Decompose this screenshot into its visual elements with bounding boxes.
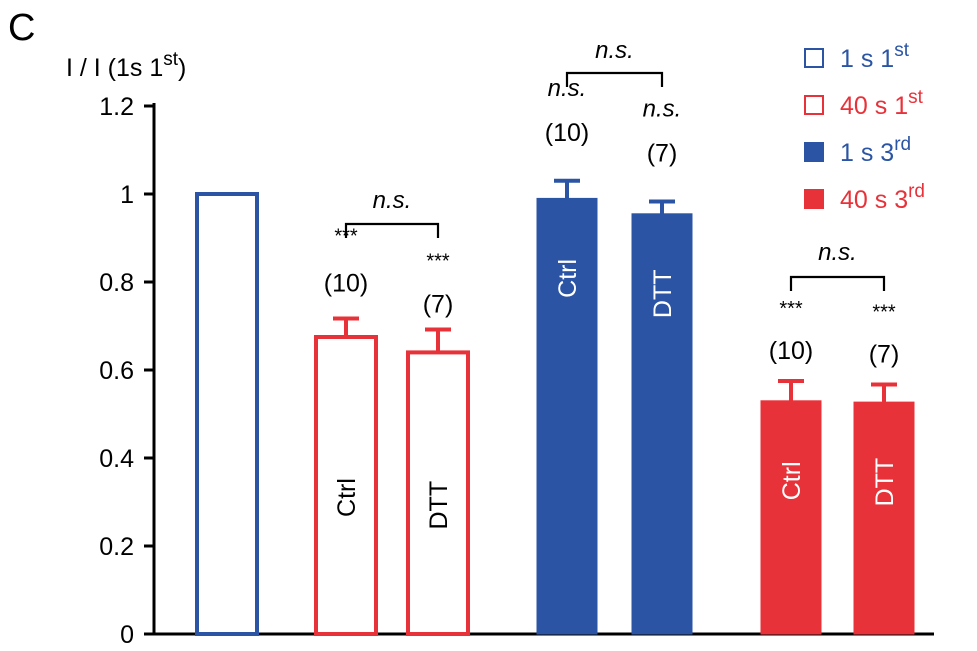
bar [631,213,693,635]
annotations: ***(10)***(7)n.s.(10)n.s.(7)***(10)***(7… [324,37,900,369]
sample-size-label: (7) [423,291,454,319]
y-tick-label: 1 [120,181,134,209]
y-ticks: 0 0.2 0.4 0.6 0.8 1 1.2 [99,93,154,649]
bar-category-label: DTT [425,481,453,530]
comparison-label: n.s. [595,37,634,64]
y-tick-label: 0.8 [99,269,134,297]
sample-size-label: (10) [324,270,368,298]
bar-category-label: Ctrl [333,478,361,517]
sample-size-label: (10) [545,119,589,147]
bar [760,400,822,635]
sample-size-label: (10) [769,337,813,365]
comparison-label: n.s. [818,239,857,266]
y-axis-label: I / I (1s 1st) [66,49,186,82]
y-tick-label: 0.6 [99,357,134,385]
comparison-bracket [565,71,664,87]
legend-label: 1 s 1st [840,40,910,73]
bar-category-label: DTT [649,269,677,318]
panel-label: C [8,7,35,49]
y-tick-label: 1.2 [99,93,134,121]
sample-size-label: (7) [869,341,900,369]
comparison-bracket [344,222,440,238]
legend-swatch [804,95,824,115]
y-tick-label: 0.2 [99,533,134,561]
sample-size-label: (7) [647,139,678,167]
comparison-bracket [789,275,886,291]
legend-label: 1 s 3rd [840,134,911,167]
legend-swatch [804,48,824,68]
bar [536,197,598,635]
bar-category-label: Ctrl [778,461,806,500]
legend-swatch [804,189,824,209]
significance-label: n.s. [643,95,682,122]
bar [853,401,915,635]
significance-stars: *** [872,302,896,324]
legend-label: 40 s 1st [840,87,924,120]
comparison-label: n.s. [373,187,412,214]
bars: Ctrl DTT Ctrl DTT Ctrl DTT [195,178,915,636]
y-tick-label: 0 [120,621,134,649]
significance-stars: *** [779,298,803,320]
y-tick-label: 0.4 [99,445,134,473]
bar-category-label: DTT [871,458,899,507]
legend-label: 40 s 3rd [840,181,925,214]
legend-swatch [804,142,824,162]
bar-category-label: Ctrl [554,259,582,298]
legend: 1 s 1st 40 s 1st 1 s 3rd 40 s 3rd [804,40,925,214]
significance-stars: *** [426,251,450,273]
bar [195,192,259,636]
